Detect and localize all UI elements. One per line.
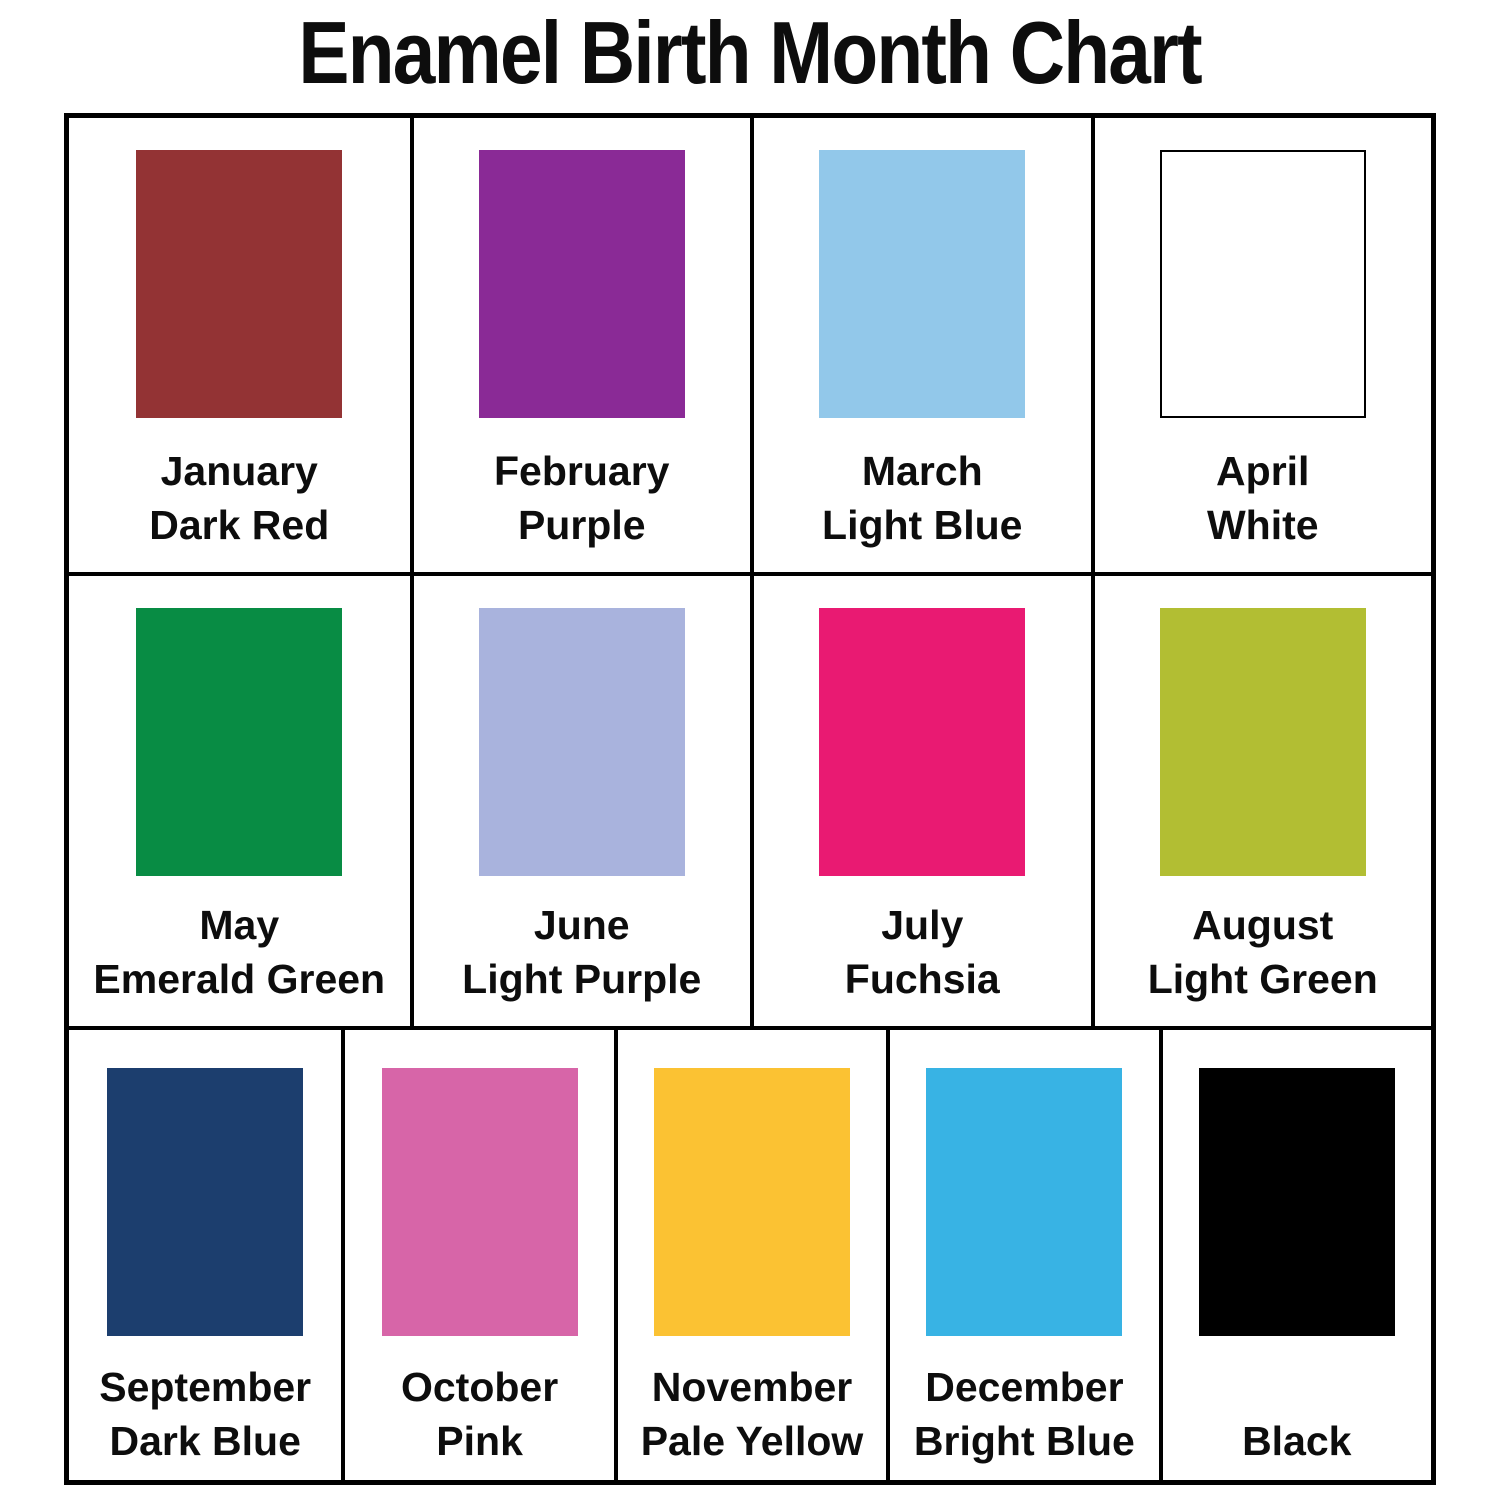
month-cell-november: November Pale Yellow [613, 1030, 886, 1480]
month-cell-may: May Emerald Green [69, 576, 410, 1026]
month-label: April White [1095, 444, 1432, 552]
color-name: Emerald Green [93, 956, 386, 1002]
month-cell-july: July Fuchsia [750, 576, 1091, 1026]
color-swatch-september [107, 1068, 304, 1336]
month-cell-june: June Light Purple [409, 576, 751, 1026]
month-name: July [881, 902, 964, 948]
color-swatch-july [819, 608, 1026, 876]
month-cell-october: October Pink [341, 1030, 613, 1480]
month-label: September Dark Blue [69, 1360, 341, 1468]
month-label: June Light Purple [414, 898, 751, 1006]
color-swatch-december [926, 1068, 1123, 1336]
month-name: May [199, 902, 280, 948]
month-name: February [494, 448, 670, 494]
color-swatch-april [1159, 150, 1366, 418]
month-name: September [99, 1364, 312, 1410]
month-cell-february: February Purple [409, 118, 751, 572]
color-name: Fuchsia [844, 956, 1000, 1002]
color-name: Purple [517, 502, 646, 548]
color-swatch-february [478, 150, 685, 418]
color-swatch-june [478, 608, 685, 876]
color-name: Black [1242, 1418, 1352, 1464]
month-label: August Light Green [1095, 898, 1432, 1006]
color-name: Pink [436, 1418, 523, 1464]
month-cell-december: December Bright Blue [886, 1030, 1158, 1480]
month-cell-march: March Light Blue [750, 118, 1091, 572]
grid-row-3: September Dark Blue October Pink Novembe… [69, 1026, 1431, 1480]
color-name: Dark Blue [109, 1418, 301, 1464]
color-name: Bright Blue [913, 1418, 1135, 1464]
month-cell-black: Black [1158, 1030, 1431, 1480]
month-name: October [400, 1364, 559, 1410]
month-name: June [533, 902, 630, 948]
month-label: Black [1163, 1414, 1431, 1468]
page-title: Enamel Birth Month Chart [0, 0, 1500, 112]
color-swatch-may [136, 608, 343, 876]
month-name: March [861, 448, 983, 494]
grid-row-1: January Dark Red February Purple March L… [69, 118, 1431, 572]
month-cell-april: April White [1090, 118, 1432, 572]
color-swatch-january [136, 150, 343, 418]
month-label: March Light Blue [754, 444, 1091, 552]
birth-month-grid: January Dark Red February Purple March L… [64, 113, 1436, 1485]
month-label: October Pink [345, 1360, 613, 1468]
month-label: July Fuchsia [754, 898, 1091, 1006]
month-label: February Purple [414, 444, 751, 552]
color-name: Light Blue [822, 502, 1023, 548]
color-swatch-november [653, 1068, 850, 1336]
month-cell-august: August Light Green [1090, 576, 1432, 1026]
color-name: Dark Red [149, 502, 330, 548]
grid-row-2: May Emerald Green June Light Purple July… [69, 572, 1431, 1026]
color-name: Pale Yellow [640, 1418, 864, 1464]
color-name: Light Purple [462, 956, 702, 1002]
chart-title: Enamel Birth Month Chart [298, 3, 1203, 102]
month-label: May Emerald Green [69, 898, 410, 1006]
month-label: January Dark Red [69, 444, 410, 552]
color-name: Light Green [1147, 956, 1378, 1002]
month-label: November Pale Yellow [618, 1360, 886, 1468]
color-swatch-october [381, 1068, 578, 1336]
month-name: January [160, 448, 318, 494]
month-cell-september: September Dark Blue [69, 1030, 341, 1480]
month-name: November [651, 1364, 853, 1410]
color-swatch-black [1198, 1068, 1395, 1336]
color-swatch-march [819, 150, 1026, 418]
color-name: White [1206, 502, 1319, 548]
month-name: April [1216, 448, 1310, 494]
month-name: December [925, 1364, 1124, 1410]
month-name: August [1192, 902, 1334, 948]
color-swatch-august [1159, 608, 1366, 876]
month-label: December Bright Blue [890, 1360, 1158, 1468]
month-cell-january: January Dark Red [69, 118, 410, 572]
